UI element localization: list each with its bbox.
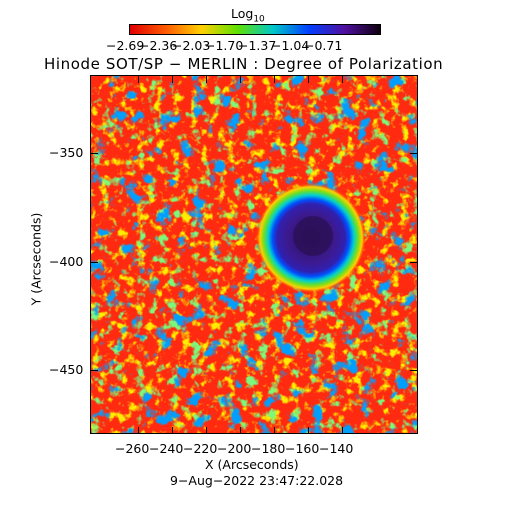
- y-axis-label-wrap: Y (Arcseconds): [26, 209, 46, 309]
- x-axis-tick: [240, 76, 241, 83]
- x-axis-tick: [138, 76, 139, 83]
- colorbar-tick-label: −0.71: [304, 38, 343, 53]
- x-axis-tick: [172, 427, 173, 434]
- x-axis-tick-label: −260: [115, 441, 150, 456]
- colorbar-tick-label: −2.03: [172, 38, 211, 53]
- x-axis-tick: [308, 427, 309, 434]
- timestamp: 9−Aug−2022 23:47:22.028: [170, 473, 344, 488]
- y-axis-tick: [91, 262, 98, 263]
- y-axis-label: Y (Arcseconds): [28, 212, 44, 306]
- x-axis-tick: [206, 76, 207, 83]
- y-axis-tick: [91, 370, 98, 371]
- x-axis-tick: [342, 427, 343, 434]
- y-axis-tick-label: −450: [49, 362, 84, 377]
- x-axis-tick-label: −180: [251, 441, 286, 456]
- polarization-map: [90, 75, 418, 434]
- x-axis-tick-label: −220: [183, 441, 218, 456]
- colorbar-title-sub: 10: [253, 14, 265, 25]
- y-axis-tick-label: −350: [49, 145, 84, 160]
- y-axis-tick: [410, 262, 417, 263]
- x-axis-tick-label: −200: [217, 441, 252, 456]
- colorbar: [129, 24, 381, 35]
- x-axis-tick: [274, 427, 275, 434]
- colorbar-tick-label: −1.04: [271, 38, 310, 53]
- x-axis-tick-label: −240: [149, 441, 184, 456]
- y-axis-tick: [410, 153, 417, 154]
- colorbar-tick-label: −1.37: [238, 38, 277, 53]
- x-axis-tick: [138, 427, 139, 434]
- colorbar-title-base: Log: [231, 6, 254, 21]
- x-axis-tick: [308, 76, 309, 83]
- plot-title: Hinode SOT/SP − MERLIN : Degree of Polar…: [44, 55, 444, 73]
- y-axis-tick: [410, 370, 417, 371]
- y-axis-tick: [91, 153, 98, 154]
- x-axis-tick-label: −160: [285, 441, 320, 456]
- colorbar-tick-label: −2.36: [139, 38, 178, 53]
- colorbar-tick-label: −2.69: [106, 38, 145, 53]
- x-axis-label: X (Arcseconds): [205, 457, 299, 472]
- x-axis-tick: [206, 427, 207, 434]
- polarization-map-image: [91, 76, 417, 433]
- x-axis-tick: [240, 427, 241, 434]
- x-axis-tick: [172, 76, 173, 83]
- colorbar-tick-label: −1.70: [205, 38, 244, 53]
- colorbar-title: Log10: [231, 7, 265, 27]
- y-axis-tick-label: −400: [49, 254, 84, 269]
- x-axis-tick-label: −140: [319, 441, 354, 456]
- x-axis-tick: [274, 76, 275, 83]
- x-axis-tick: [342, 76, 343, 83]
